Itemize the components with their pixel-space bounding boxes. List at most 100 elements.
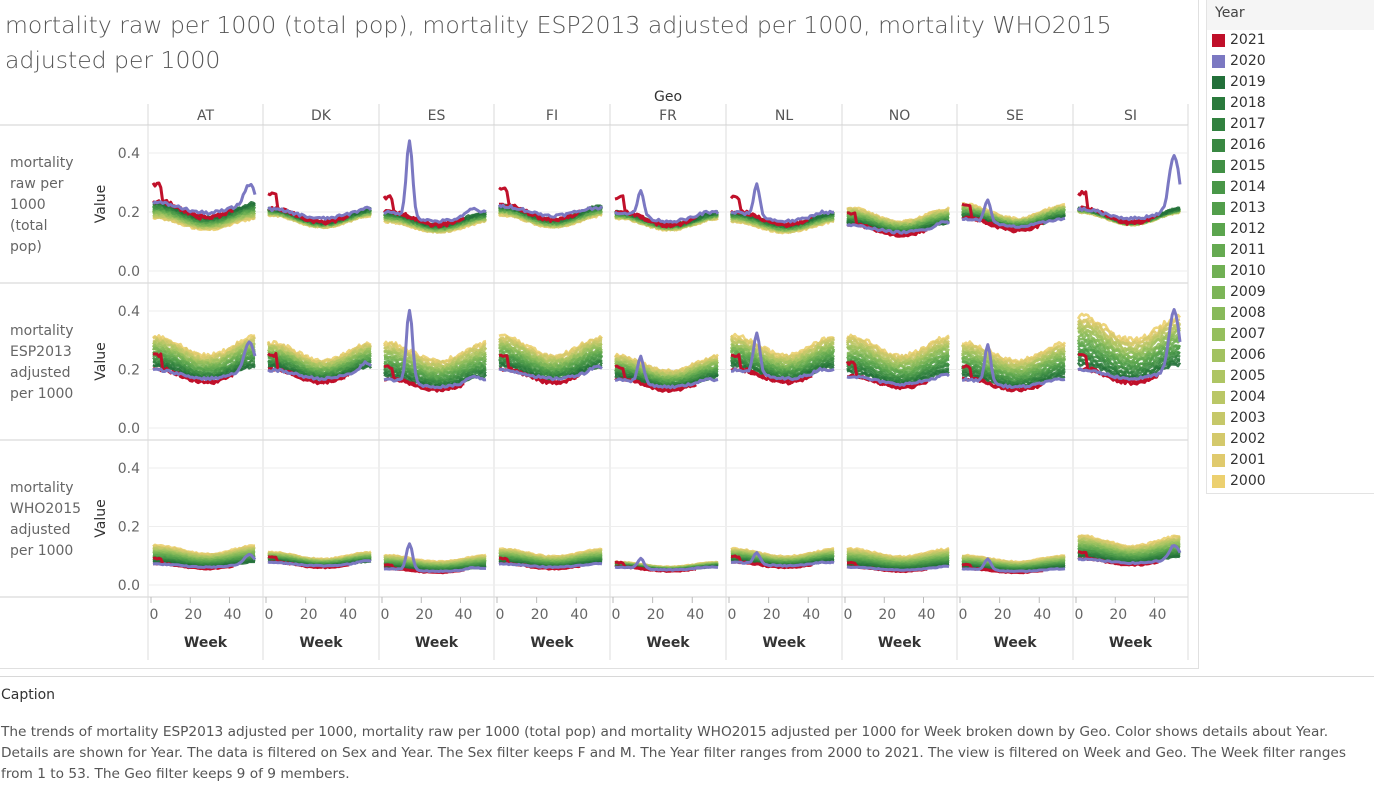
geo-label-DK: DK <box>311 108 332 124</box>
legend-item-2002[interactable]: 2002 <box>1207 429 1374 450</box>
series-line-FI-2011 <box>498 351 603 372</box>
series-line-NO-2020 <box>846 372 951 387</box>
y-tick-label: 0.2 <box>118 520 140 536</box>
x-tick-label: 20 <box>415 607 433 623</box>
series-line-NL-2020 <box>730 182 835 224</box>
x-tick-label: 0 <box>959 607 968 623</box>
x-tick-label: 0 <box>265 607 274 623</box>
x-axis-label: Week <box>762 635 806 651</box>
legend-item-2001[interactable]: 2001 <box>1207 450 1374 471</box>
legend-title: Year <box>1207 0 1374 30</box>
legend-label: 2020 <box>1230 53 1266 69</box>
x-tick-label: 20 <box>647 607 665 623</box>
x-tick-label: 40 <box>455 607 473 623</box>
x-tick-label: 40 <box>570 607 588 623</box>
row-label-line: 1000 <box>10 197 46 213</box>
legend-item-2007[interactable]: 2007 <box>1207 324 1374 345</box>
legend-label: 2018 <box>1230 95 1266 111</box>
series-line-AT-2021-top <box>151 181 234 221</box>
series-line-SE-2020 <box>961 557 1066 573</box>
legend-label: 2000 <box>1230 473 1266 489</box>
series-line-FI-2020 <box>498 364 603 382</box>
legend-label: 2014 <box>1230 179 1266 195</box>
legend-item-2005[interactable]: 2005 <box>1207 366 1374 387</box>
legend-label: 2002 <box>1230 431 1266 447</box>
series-line-ES-2005 <box>383 349 487 371</box>
series-line-FI-2020 <box>497 203 604 219</box>
legend-item-2017[interactable]: 2017 <box>1207 114 1374 135</box>
series-line-ES-2020 <box>383 542 487 574</box>
geo-label-SE: SE <box>1006 108 1024 124</box>
geo-label-SI: SI <box>1124 108 1137 124</box>
x-tick-label: 40 <box>918 607 936 623</box>
series-line-SI-2012 <box>1077 344 1182 368</box>
y-tick-label: 0.4 <box>118 304 140 320</box>
legend-item-2003[interactable]: 2003 <box>1207 408 1374 429</box>
series-line-NO-2012 <box>846 356 950 377</box>
y-tick-label: 0.2 <box>118 363 140 379</box>
series-line-ES-2020 <box>383 139 487 224</box>
y-axis-label: Value <box>93 342 109 380</box>
series-line-SE-2005 <box>961 349 1067 370</box>
legend-label: 2001 <box>1230 452 1266 468</box>
legend-swatch <box>1212 181 1225 194</box>
x-tick-label: 20 <box>994 607 1012 623</box>
legend-swatch <box>1212 34 1225 47</box>
caption-panel: Caption The trends of mortality ESP2013 … <box>0 676 1374 787</box>
x-tick-label: 0 <box>381 607 390 623</box>
x-tick-label: 40 <box>1033 607 1051 623</box>
legend-item-2018[interactable]: 2018 <box>1207 93 1374 114</box>
year-legend: Year 2021 2020 2019 2018 2017 2016 2015 2014 201… <box>1206 0 1374 494</box>
legend-swatch <box>1212 118 1225 131</box>
legend-item-2006[interactable]: 2006 <box>1207 345 1374 366</box>
legend-items: 2021 2020 2019 2018 2017 2016 2015 2014 2013 2012… <box>1207 30 1374 492</box>
row-label-line: ESP2013 <box>10 344 72 360</box>
legend-swatch <box>1212 433 1225 446</box>
row-label-line: pop) <box>10 239 42 255</box>
legend-item-2004[interactable]: 2004 <box>1207 387 1374 408</box>
legend-item-2009[interactable]: 2009 <box>1207 282 1374 303</box>
y-tick-label: 0.0 <box>118 578 140 594</box>
legend-item-2021[interactable]: 2021 <box>1207 30 1374 51</box>
series-line-SI-2020 <box>1077 308 1182 381</box>
series-line-DK-2005 <box>267 346 372 369</box>
legend-item-2015[interactable]: 2015 <box>1207 156 1374 177</box>
legend-item-2016[interactable]: 2016 <box>1207 135 1374 156</box>
legend-item-2019[interactable]: 2019 <box>1207 72 1374 93</box>
x-tick-label: 20 <box>531 607 549 623</box>
legend-label: 2015 <box>1230 158 1266 174</box>
legend-swatch <box>1212 307 1225 320</box>
x-tick-label: 40 <box>339 607 357 623</box>
legend-swatch <box>1212 475 1225 488</box>
view-border <box>1198 0 1199 668</box>
x-tick-label: 0 <box>1075 607 1084 623</box>
legend-item-2020[interactable]: 2020 <box>1207 51 1374 72</box>
legend-item-2010[interactable]: 2010 <box>1207 261 1374 282</box>
legend-item-2012[interactable]: 2012 <box>1207 219 1374 240</box>
series-line-FR-2020 <box>614 556 719 572</box>
row-label-line: raw per <box>10 176 64 192</box>
legend-item-2000[interactable]: 2000 <box>1207 471 1374 492</box>
x-axis-label: Week <box>993 635 1037 651</box>
legend-item-2008[interactable]: 2008 <box>1207 303 1374 324</box>
legend-label: 2008 <box>1230 305 1266 321</box>
legend-item-2013[interactable]: 2013 <box>1207 198 1374 219</box>
x-tick-label: 0 <box>150 607 159 623</box>
series-line-SI-2011 <box>1076 341 1181 365</box>
series-line-NO-2020 <box>846 564 950 572</box>
legend-swatch <box>1212 55 1225 68</box>
x-tick-label: 0 <box>496 607 505 623</box>
legend-item-2014[interactable]: 2014 <box>1207 177 1374 198</box>
geo-label-NO: NO <box>889 108 911 124</box>
series-line-NL-2020 <box>730 551 835 568</box>
row-label-line: per 1000 <box>10 543 73 559</box>
series-line-NO-2005 <box>845 342 950 365</box>
x-axis-label: Week <box>646 635 690 651</box>
x-tick-label: 20 <box>1109 607 1127 623</box>
x-tick-label: 40 <box>802 607 820 623</box>
legend-item-2011[interactable]: 2011 <box>1207 240 1374 261</box>
legend-label: 2019 <box>1230 74 1266 90</box>
series-line-SI-2021-top <box>1077 189 1159 226</box>
legend-label: 2011 <box>1230 242 1266 258</box>
series-line-AT-2021-top <box>152 352 234 386</box>
